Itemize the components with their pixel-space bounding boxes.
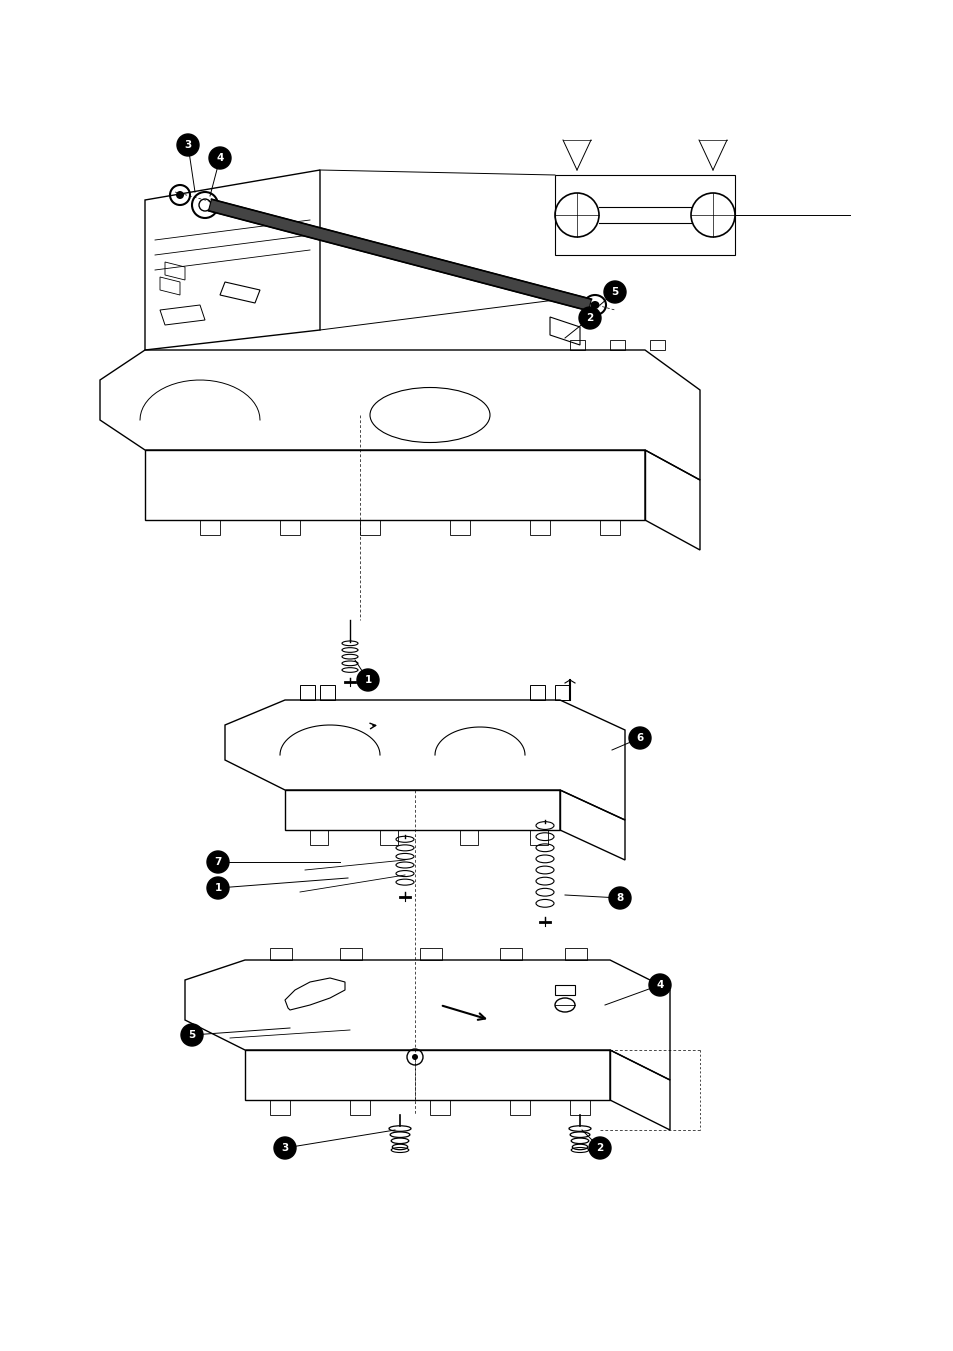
Circle shape xyxy=(578,307,600,330)
Text: 1: 1 xyxy=(214,884,221,893)
Ellipse shape xyxy=(175,190,184,199)
Circle shape xyxy=(207,851,229,873)
Circle shape xyxy=(356,669,378,690)
Bar xyxy=(555,176,734,255)
Circle shape xyxy=(648,974,670,996)
Circle shape xyxy=(628,727,650,748)
Text: 8: 8 xyxy=(616,893,623,902)
Circle shape xyxy=(177,134,199,155)
Ellipse shape xyxy=(590,301,598,309)
Text: 2: 2 xyxy=(596,1143,603,1152)
Circle shape xyxy=(412,1054,417,1061)
Text: 1: 1 xyxy=(364,676,372,685)
Circle shape xyxy=(608,888,630,909)
Text: 5: 5 xyxy=(188,1029,195,1040)
Circle shape xyxy=(603,281,625,303)
Text: 4: 4 xyxy=(656,979,663,990)
Circle shape xyxy=(274,1138,295,1159)
Text: 3: 3 xyxy=(184,141,192,150)
Bar xyxy=(555,985,575,994)
Text: 6: 6 xyxy=(636,734,643,743)
Circle shape xyxy=(181,1024,203,1046)
Polygon shape xyxy=(209,199,591,311)
Circle shape xyxy=(209,147,231,169)
Text: 3: 3 xyxy=(281,1143,289,1152)
Text: 5: 5 xyxy=(611,286,618,297)
Text: 2: 2 xyxy=(586,313,593,323)
Circle shape xyxy=(207,877,229,898)
Circle shape xyxy=(588,1138,610,1159)
Text: 4: 4 xyxy=(216,153,223,163)
Text: 7: 7 xyxy=(214,857,221,867)
